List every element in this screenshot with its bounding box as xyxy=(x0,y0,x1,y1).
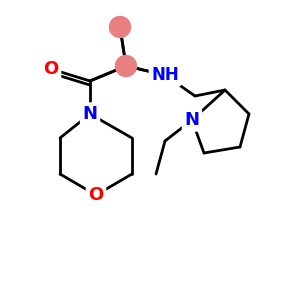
Text: NH: NH xyxy=(151,66,179,84)
Text: O: O xyxy=(88,186,104,204)
Text: N: N xyxy=(184,111,200,129)
Circle shape xyxy=(110,16,130,38)
Circle shape xyxy=(116,56,136,76)
Text: N: N xyxy=(82,105,98,123)
Text: O: O xyxy=(44,60,59,78)
